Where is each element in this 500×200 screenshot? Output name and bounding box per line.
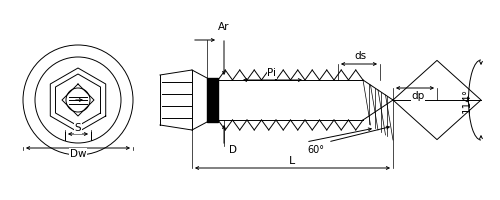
- Text: 60°: 60°: [308, 145, 324, 155]
- Bar: [207, 78, 218, 122]
- Text: Pi: Pi: [268, 68, 276, 78]
- Text: L: L: [289, 156, 295, 166]
- Text: Ar: Ar: [218, 22, 230, 32]
- Text: dp: dp: [412, 91, 424, 101]
- Text: S: S: [74, 123, 82, 133]
- Text: ds: ds: [354, 51, 366, 61]
- Text: 114°: 114°: [462, 87, 472, 113]
- Text: D: D: [229, 145, 237, 155]
- Text: Dw: Dw: [70, 149, 86, 159]
